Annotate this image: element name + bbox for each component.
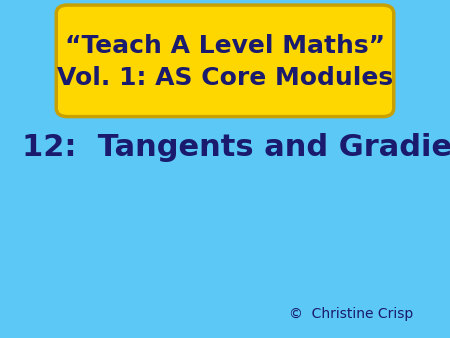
Text: “Teach A Level Maths”: “Teach A Level Maths”	[65, 34, 385, 58]
FancyBboxPatch shape	[56, 5, 394, 117]
Text: Vol. 1: AS Core Modules: Vol. 1: AS Core Modules	[57, 66, 393, 90]
Text: ©  Christine Crisp: © Christine Crisp	[289, 307, 413, 321]
Text: 12:  Tangents and Gradients: 12: Tangents and Gradients	[22, 132, 450, 162]
